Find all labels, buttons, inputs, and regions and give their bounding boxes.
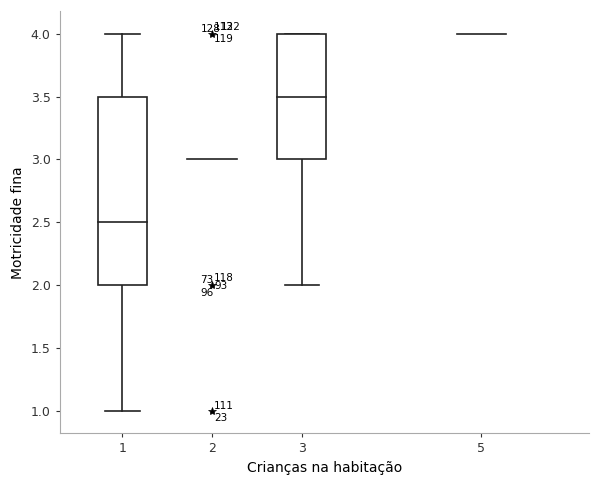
Text: 23: 23 [214, 413, 227, 423]
Text: 111: 111 [214, 400, 234, 411]
Bar [98, 97, 147, 285]
Text: 113: 113 [214, 22, 234, 32]
Text: 119: 119 [214, 34, 234, 44]
Text: 96: 96 [200, 288, 214, 297]
Text: 73: 73 [200, 275, 214, 285]
Bar [277, 34, 326, 159]
X-axis label: Crianças na habitação: Crianças na habitação [247, 461, 402, 475]
Text: 118: 118 [214, 273, 234, 283]
Text: 93: 93 [214, 281, 227, 291]
Text: 128: 128 [200, 24, 220, 34]
Text: 122: 122 [221, 22, 241, 32]
Y-axis label: Motricidade fina: Motricidade fina [11, 166, 25, 278]
